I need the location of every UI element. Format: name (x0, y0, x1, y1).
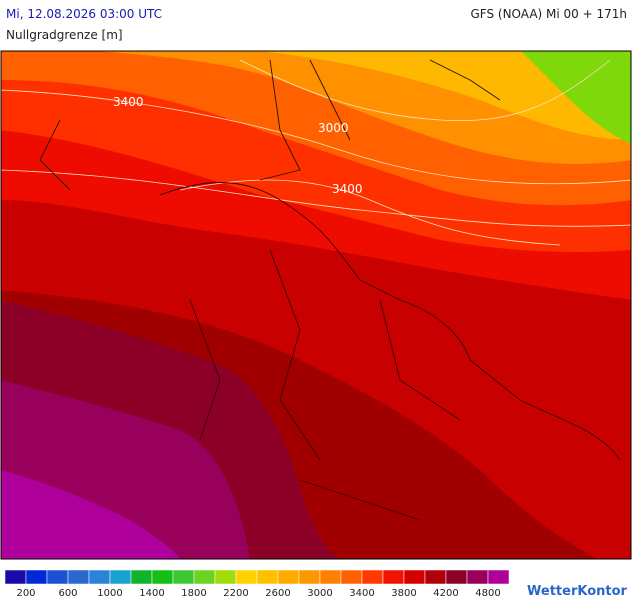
legend-swatch (46, 569, 69, 585)
legend-tick-label: 2600 (265, 588, 290, 599)
legend-tick-label: 3000 (307, 588, 332, 599)
legend-swatch (67, 569, 90, 585)
legend-swatch (424, 569, 447, 585)
legend-swatch (88, 569, 111, 585)
legend-tick-label: 200 (16, 588, 35, 599)
contour-label: 3000 (318, 121, 349, 135)
legend-swatch (298, 569, 321, 585)
legend-swatch (172, 569, 195, 585)
legend-tick-label: 600 (58, 588, 77, 599)
legend-tick-label: 3400 (349, 588, 374, 599)
map-area: 3400 3000 3400 (0, 50, 632, 560)
legend-swatch (277, 569, 300, 585)
legend-tick-label: 2200 (223, 588, 248, 599)
legend-swatch (487, 569, 510, 585)
legend-tick-label: 4200 (433, 588, 458, 599)
legend-swatch (340, 569, 363, 585)
legend-swatch (151, 569, 174, 585)
legend-swatch (466, 569, 489, 585)
date-time: Mi, 12.08.2026 03:00 UTC (6, 7, 162, 21)
legend-swatch (25, 569, 48, 585)
legend-swatch (130, 569, 153, 585)
contour-label: 3400 (332, 182, 363, 196)
model-run: GFS (NOAA) Mi 00 + 171h (470, 7, 627, 21)
map-subtitle: Nullgradgrenze [m] (6, 28, 123, 42)
contour-label: 3400 (113, 95, 144, 109)
legend-tick-label: 1400 (139, 588, 164, 599)
legend-swatch (214, 569, 237, 585)
logo: WetterKontor (527, 584, 628, 599)
legend-swatch (382, 569, 405, 585)
legend-swatch (193, 569, 216, 585)
legend-tick-label: 4800 (475, 588, 500, 599)
legend-swatch (319, 569, 342, 585)
legend-tick-label: 1000 (97, 588, 122, 599)
legend-swatch (109, 569, 132, 585)
legend-swatch (403, 569, 426, 585)
legend-swatch (256, 569, 279, 585)
legend-tick-label: 3800 (391, 588, 416, 599)
legend-swatch (4, 569, 27, 585)
legend-swatch (361, 569, 384, 585)
color-legend: 200 600 1000 1400 1800 2200 2600 3000 3400 3800 42… (4, 569, 510, 599)
legend-swatch (445, 569, 468, 585)
legend-swatch (235, 569, 258, 585)
legend-tick-label: 1800 (181, 588, 206, 599)
